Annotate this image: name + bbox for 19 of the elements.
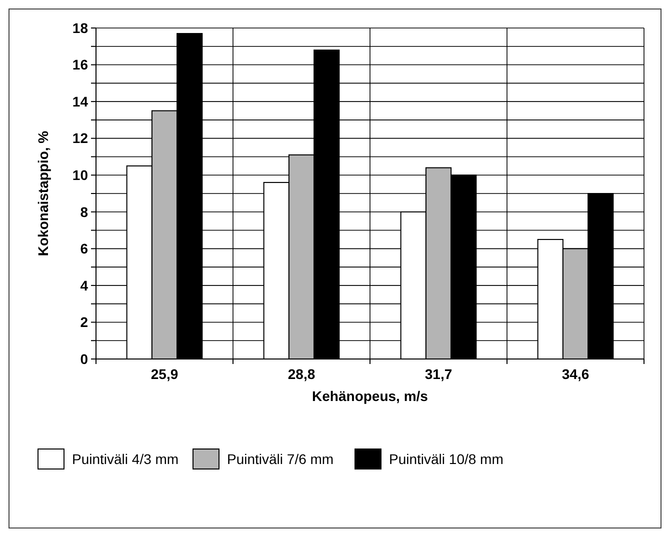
legend-label: Puintiväli 4/3 mm: [72, 450, 179, 467]
y-tick-label: 0: [80, 350, 88, 367]
y-tick-label: 10: [72, 167, 88, 184]
x-axis-title: Kehänopeus, m/s: [312, 388, 428, 404]
y-tick-label: 8: [80, 204, 88, 220]
y-axis-title: Kokonaistappio, %: [35, 130, 51, 256]
legend-label: Puintiväli 10/8 mm: [389, 450, 504, 467]
y-tick-label: 12: [72, 130, 88, 146]
y-tick-label: 2: [80, 314, 88, 330]
x-tick-label: 28,8: [288, 366, 316, 382]
y-tick-label: 6: [80, 240, 88, 257]
y-tick-label: 14: [72, 93, 88, 110]
legend-label: Puintiväli 7/6 mm: [227, 450, 334, 467]
y-tick-label: 16: [72, 56, 88, 73]
x-tick-label: 25,9: [150, 366, 178, 382]
x-tick-label: 34,6: [562, 366, 590, 382]
y-tick-label: 18: [72, 20, 88, 36]
x-tick-label: 31,7: [424, 366, 452, 382]
y-tick-label: 4: [80, 277, 88, 294]
